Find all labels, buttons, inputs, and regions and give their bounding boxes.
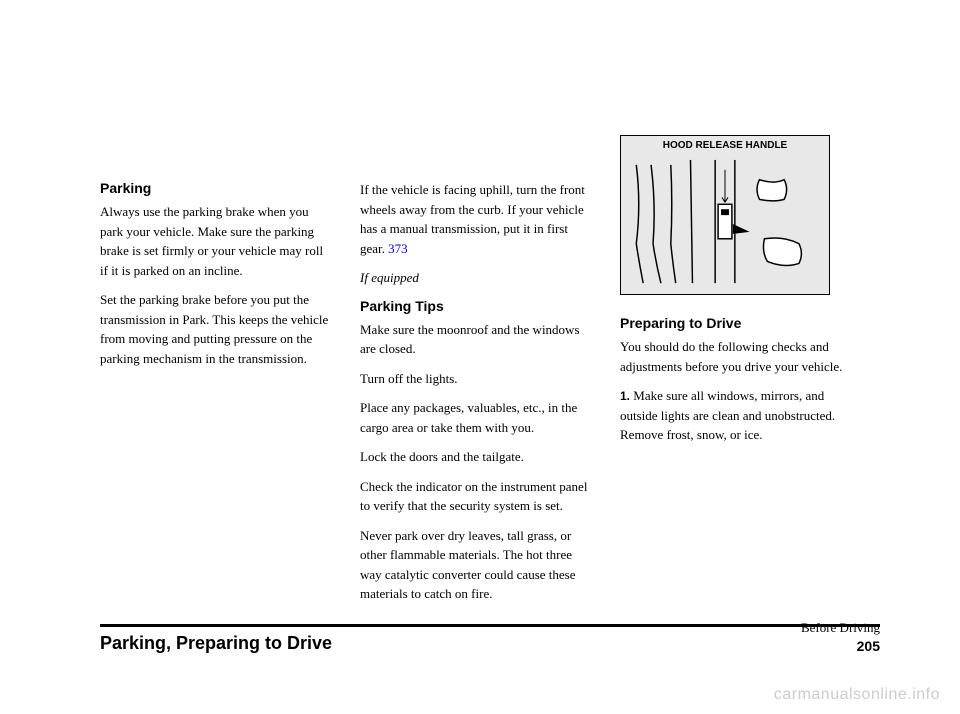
step-1: 1. Make sure all windows, mirrors, and o…: [620, 386, 850, 445]
footer-page-number: 205: [801, 638, 880, 654]
hood-release-illustration: [621, 155, 829, 293]
tip-3: Place any packages, valuables, etc., in …: [360, 398, 590, 437]
parking-heading: Parking: [100, 180, 330, 196]
footer-title: Parking, Preparing to Drive: [100, 624, 880, 654]
tips-heading: Parking Tips: [360, 298, 590, 314]
equipped-note: If equipped: [360, 268, 590, 288]
column-2: If the vehicle is facing uphill, turn th…: [360, 50, 590, 614]
parking-para-2: Set the parking brake before you put the…: [100, 290, 330, 368]
page-link[interactable]: 373: [388, 241, 408, 256]
tip-4: Lock the doors and the tailgate.: [360, 447, 590, 467]
spacer: [360, 50, 590, 180]
spacer: [100, 50, 330, 180]
uphill-note: If the vehicle is facing uphill, turn th…: [360, 180, 590, 258]
step-number: 1.: [620, 389, 630, 403]
figure-label: HOOD RELEASE HANDLE: [621, 136, 829, 155]
warning-text: Never park over dry leaves, tall grass, …: [360, 526, 590, 604]
columns-container: Parking Always use the parking brake whe…: [100, 50, 880, 614]
watermark: carmanualsonline.info: [774, 686, 940, 704]
preparing-intro: You should do the following checks and a…: [620, 337, 850, 376]
page-footer: Parking, Preparing to Drive: [100, 624, 880, 654]
parking-para-1: Always use the parking brake when you pa…: [100, 202, 330, 280]
column-1: Parking Always use the parking brake whe…: [100, 50, 330, 614]
footer-right: Before Driving 205: [801, 620, 880, 654]
tip-2: Turn off the lights.: [360, 369, 590, 389]
tip-1: Make sure the moonroof and the windows a…: [360, 320, 590, 359]
column-3: HOOD RELEASE HANDLE: [620, 50, 850, 614]
preparing-heading: Preparing to Drive: [620, 315, 850, 331]
step-text: Make sure all windows, mirrors, and outs…: [620, 388, 835, 442]
spacer: [620, 295, 850, 315]
page-content: Parking Always use the parking brake whe…: [0, 0, 960, 644]
footer-section: Before Driving: [801, 620, 880, 636]
tip-5: Check the indicator on the instrument pa…: [360, 477, 590, 516]
hood-release-figure: HOOD RELEASE HANDLE: [620, 135, 830, 295]
